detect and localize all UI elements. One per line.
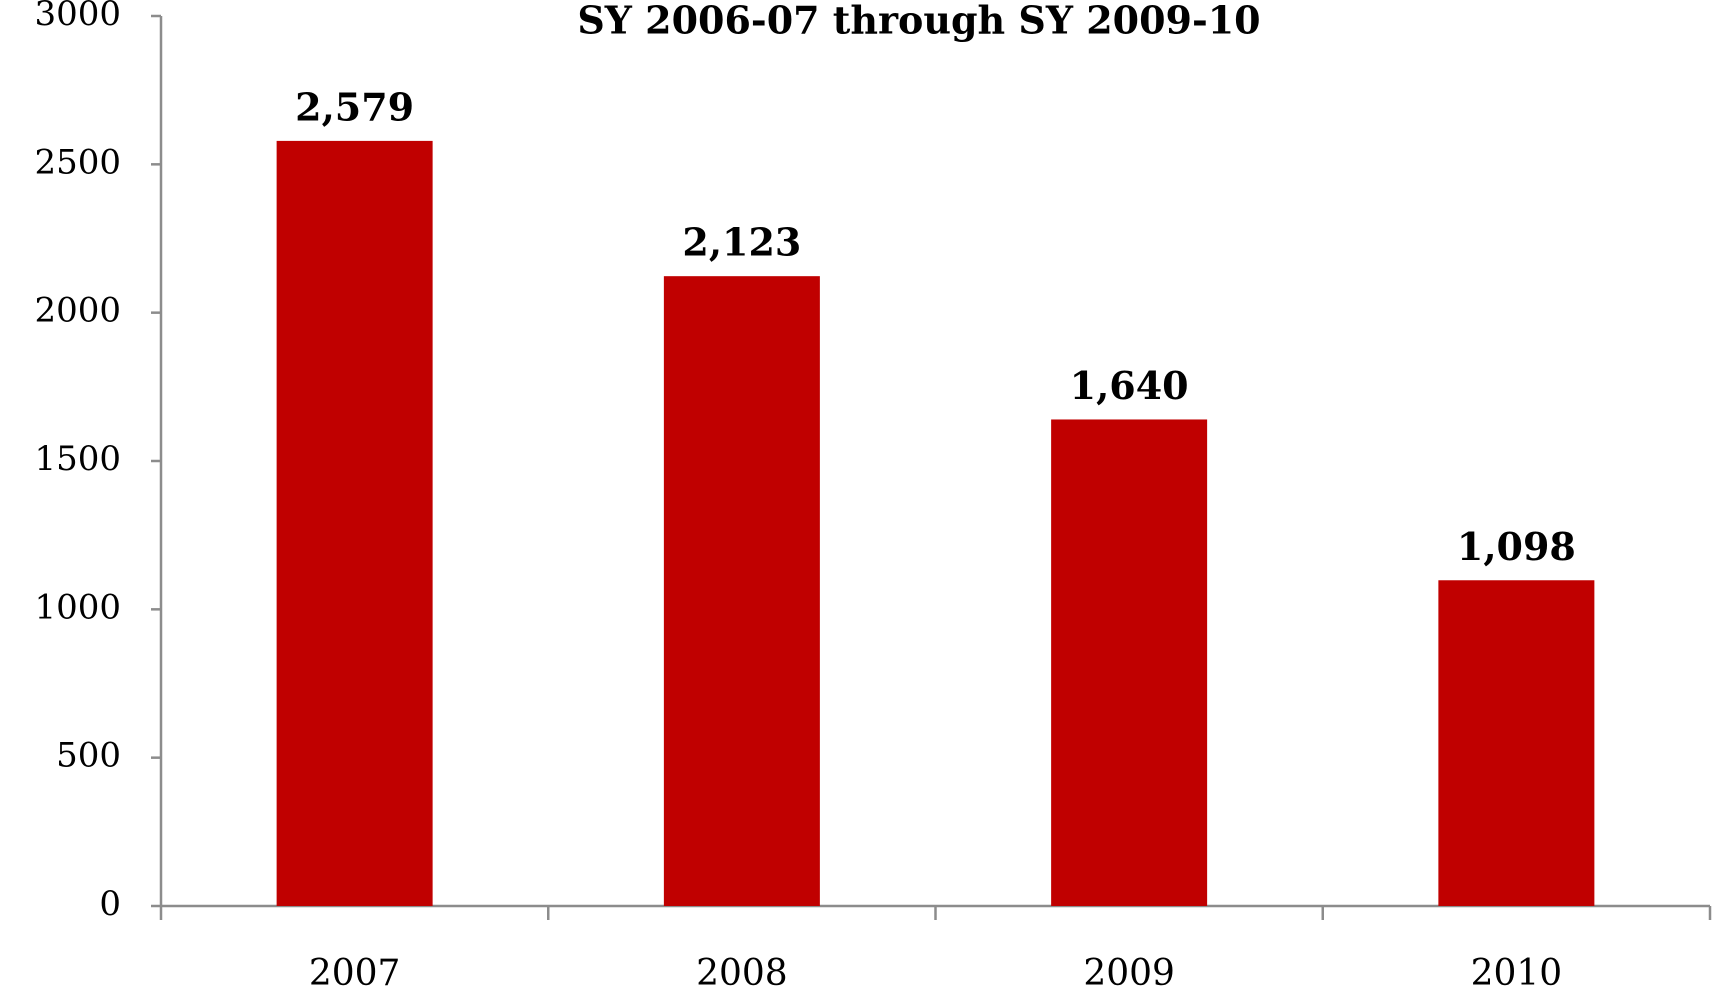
y-tick-label: 2000 xyxy=(34,291,121,331)
x-tick-label: 2010 xyxy=(1471,953,1563,994)
bar xyxy=(663,276,820,907)
y-tick-label: 1000 xyxy=(34,587,121,627)
bar xyxy=(1051,419,1208,906)
value-label: 1,098 xyxy=(1457,524,1576,569)
y-tick-label: 0 xyxy=(99,884,121,924)
x-tick-label: 2008 xyxy=(696,953,788,994)
y-tick-label: 500 xyxy=(56,736,121,776)
chart-title: SY 2006-07 through SY 2009-10 xyxy=(577,0,1260,43)
y-tick-label: 3000 xyxy=(34,0,121,34)
x-tick-label: 2007 xyxy=(309,953,401,994)
bar xyxy=(276,140,433,906)
value-label: 2,123 xyxy=(682,220,801,265)
bar xyxy=(1438,580,1595,906)
y-tick-label: 1500 xyxy=(34,439,121,479)
y-tick-label: 2500 xyxy=(34,142,121,182)
x-tick-label: 2009 xyxy=(1083,953,1175,994)
value-label: 2,579 xyxy=(295,84,414,129)
value-label: 1,640 xyxy=(1070,363,1189,408)
